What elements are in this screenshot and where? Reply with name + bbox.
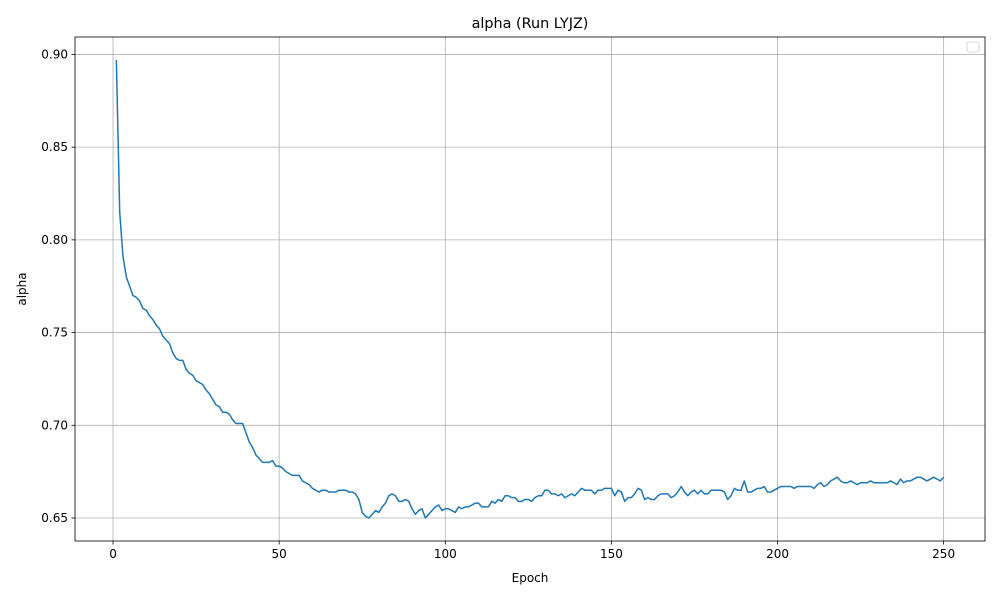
legend (966, 41, 980, 53)
y-tick-label: 0.80 (41, 233, 68, 247)
axes-frame (74, 36, 986, 542)
x-tick-label: 0 (109, 547, 117, 561)
y-tick-label: 0.85 (41, 140, 68, 154)
x-tick-label: 200 (766, 547, 789, 561)
x-tick-label: 100 (434, 547, 457, 561)
y-axis-label: alpha (15, 272, 29, 305)
y-tick-label: 0.90 (41, 47, 68, 61)
grid (75, 37, 985, 541)
x-tick-label: 150 (600, 547, 623, 561)
x-axis-label: Epoch (512, 571, 549, 585)
plot (115, 59, 945, 519)
x-tick-label: 250 (932, 547, 955, 561)
y-tick-label: 0.75 (41, 326, 68, 340)
y-tick-label: 0.65 (41, 511, 68, 525)
y-tick-label: 0.70 (41, 418, 68, 432)
x-tick-label: 50 (272, 547, 287, 561)
line (115, 59, 945, 519)
chart-title: alpha (Run LYJZ) (472, 16, 589, 32)
